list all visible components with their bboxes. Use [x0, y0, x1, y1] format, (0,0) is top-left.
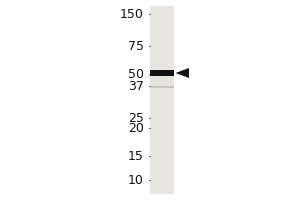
- Text: 50: 50: [128, 68, 144, 80]
- Text: 75: 75: [128, 40, 144, 52]
- Polygon shape: [176, 68, 189, 78]
- Text: 150: 150: [120, 7, 144, 21]
- Text: 15: 15: [128, 150, 144, 162]
- Text: 25: 25: [128, 112, 144, 124]
- Text: 20: 20: [128, 121, 144, 134]
- Bar: [150, 6, 174, 194]
- Text: 10: 10: [128, 173, 144, 186]
- Bar: [150, 70, 174, 76]
- Bar: [150, 86, 174, 88]
- Text: 37: 37: [128, 80, 144, 92]
